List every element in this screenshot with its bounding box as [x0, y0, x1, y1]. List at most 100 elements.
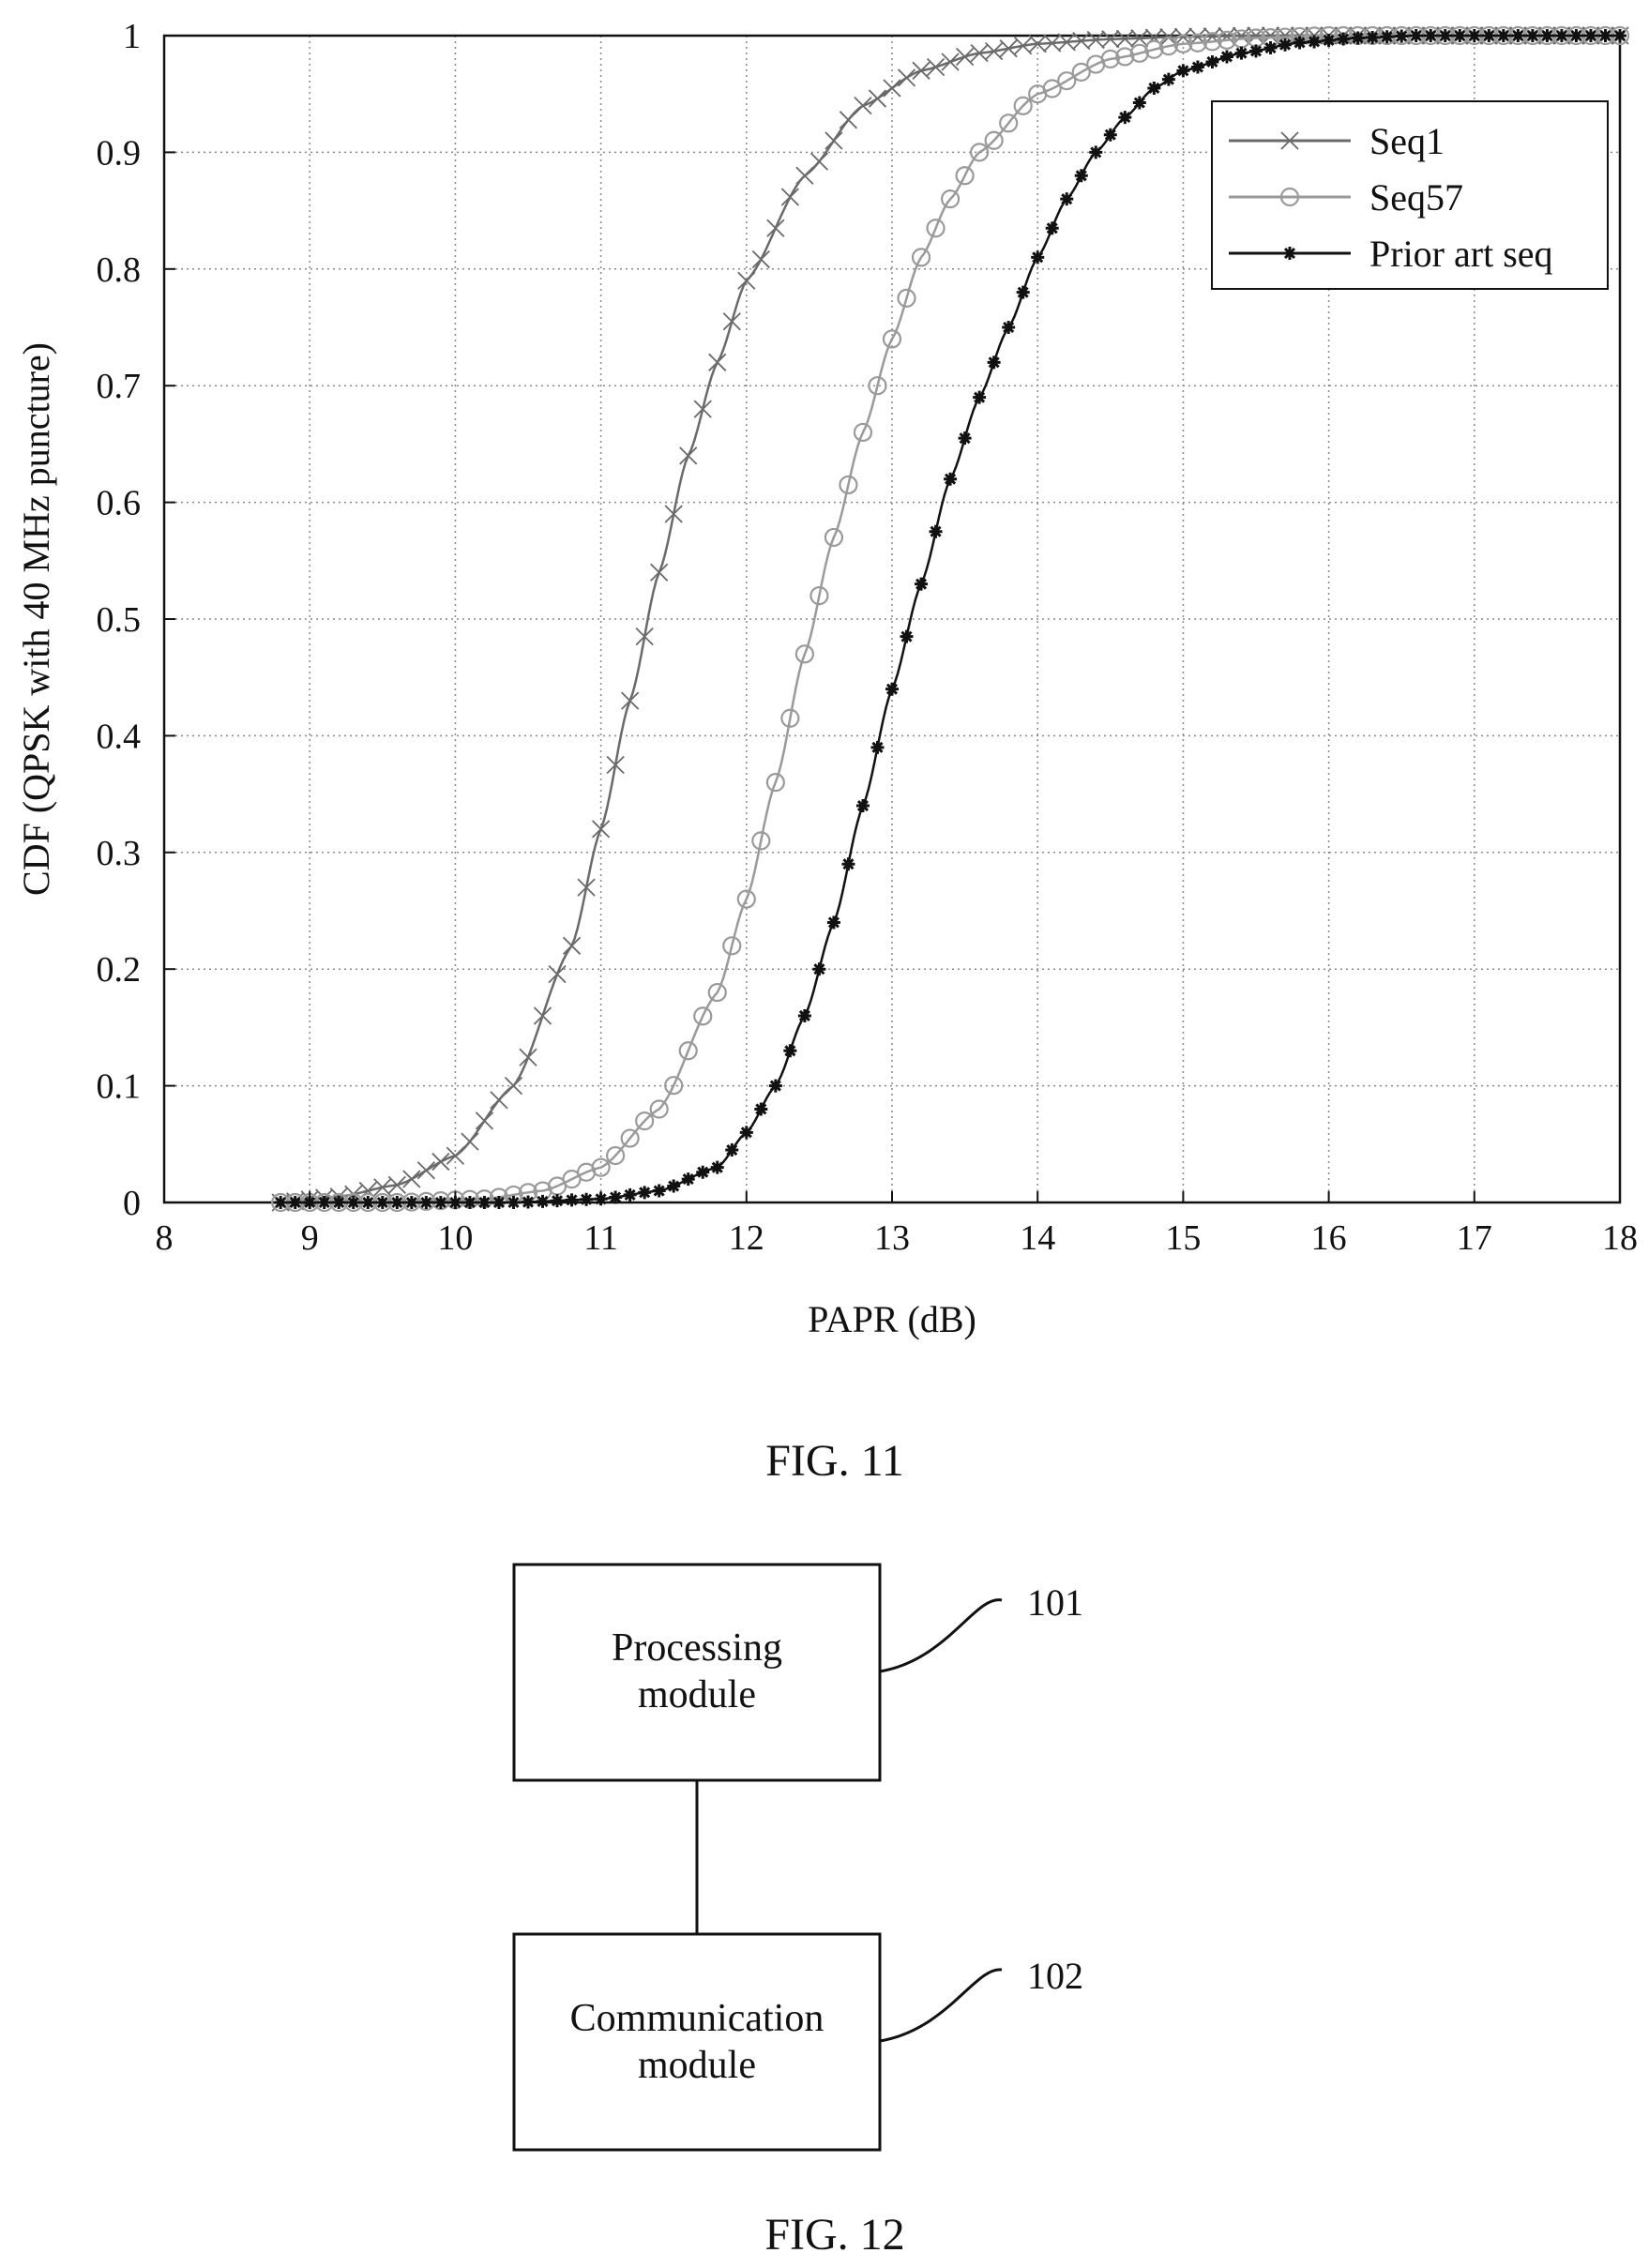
y-tick-label: 0.2 — [97, 950, 142, 990]
data-point — [620, 1128, 640, 1148]
communication-module-ref: 102 — [1027, 1955, 1083, 1997]
data-point — [1613, 29, 1626, 42]
data-point — [504, 1076, 523, 1096]
data-point — [1045, 221, 1059, 235]
data-point — [722, 312, 741, 331]
data-point — [1115, 29, 1134, 48]
data-point — [736, 889, 756, 909]
y-tick-label: 0.1 — [97, 1067, 142, 1107]
data-point — [1351, 31, 1365, 45]
data-point — [652, 1184, 666, 1198]
data-point — [1161, 72, 1175, 86]
x-tick-label: 17 — [1457, 1218, 1492, 1258]
data-point — [638, 1186, 652, 1200]
data-point — [1293, 36, 1307, 50]
legend-marker — [1279, 187, 1300, 207]
data-point — [681, 1172, 695, 1187]
x-tick-label: 13 — [874, 1218, 910, 1258]
data-point — [707, 982, 727, 1003]
data-point — [1057, 33, 1076, 52]
data-point — [664, 505, 683, 523]
data-point — [1598, 29, 1612, 42]
data-point — [955, 166, 975, 186]
data-point — [416, 1161, 435, 1180]
data-point — [973, 390, 987, 404]
processing-module-label-line2: module — [638, 1673, 756, 1716]
data-point — [551, 1194, 565, 1208]
data-point — [519, 1048, 537, 1066]
data-point — [664, 1076, 684, 1096]
y-tick-label: 0.4 — [97, 717, 142, 756]
data-point — [999, 113, 1019, 133]
x-tick-label: 12 — [729, 1218, 764, 1258]
data-point — [431, 1152, 450, 1172]
data-point — [999, 39, 1018, 58]
data-point — [768, 1079, 782, 1093]
data-point — [1014, 37, 1033, 55]
y-tick-label: 1 — [123, 17, 141, 56]
data-point — [839, 111, 858, 129]
data-point — [477, 1196, 492, 1209]
communication-module-label-line1: Communication — [570, 1997, 824, 2040]
data-point — [580, 1192, 594, 1206]
data-point — [1129, 43, 1149, 63]
data-point — [390, 1196, 404, 1209]
data-point — [854, 97, 872, 115]
data-point — [375, 1196, 389, 1209]
data-point — [812, 962, 826, 976]
data-point — [739, 1126, 753, 1140]
data-point — [926, 219, 946, 238]
data-point — [1173, 34, 1193, 53]
legend-marker — [1283, 247, 1296, 260]
data-point — [462, 1196, 477, 1209]
data-point — [1147, 81, 1161, 95]
data-point — [1467, 29, 1481, 42]
data-point — [1101, 30, 1120, 49]
data-point — [824, 527, 844, 548]
data-point — [649, 1099, 669, 1119]
data-point — [562, 936, 582, 955]
data-point — [870, 740, 885, 754]
data-point — [693, 1006, 713, 1026]
y-tick-label: 0.5 — [97, 600, 142, 640]
figure-12-caption: FIG. 12 — [764, 2210, 905, 2260]
data-point — [1249, 44, 1263, 58]
data-point — [1337, 32, 1351, 46]
data-point — [548, 965, 567, 984]
processing-module-leader-line — [879, 1598, 1003, 1673]
data-point — [565, 1193, 579, 1207]
data-point — [492, 1196, 506, 1209]
data-point — [635, 627, 654, 646]
processing-module-ref: 101 — [1027, 1581, 1083, 1624]
data-point — [431, 1191, 450, 1211]
data-point — [475, 1111, 494, 1130]
data-point — [794, 644, 814, 664]
data-point — [766, 219, 785, 237]
data-point — [926, 57, 946, 77]
x-tick-label: 18 — [1602, 1218, 1638, 1258]
data-point — [679, 446, 698, 465]
data-point — [955, 47, 975, 67]
data-point — [1366, 30, 1380, 44]
data-point — [1424, 29, 1438, 42]
data-point — [678, 1041, 698, 1061]
y-tick-label: 0.3 — [97, 834, 142, 873]
data-point — [1234, 46, 1248, 60]
data-point — [1031, 250, 1045, 265]
data-point — [1453, 29, 1467, 42]
data-point — [387, 1175, 406, 1194]
series-layer — [271, 25, 1630, 1213]
data-point — [722, 936, 742, 956]
x-tick-label: 8 — [156, 1218, 174, 1258]
chart-legend: Seq1 Seq57 Prior art seq — [1211, 100, 1609, 290]
data-point — [1308, 35, 1322, 49]
data-point — [915, 577, 929, 591]
data-point — [1072, 31, 1091, 51]
legend-label: Seq57 — [1369, 176, 1463, 219]
legend-label: Prior art seq — [1369, 233, 1553, 275]
data-point — [1130, 29, 1149, 48]
data-point — [1438, 29, 1452, 42]
data-point — [1540, 29, 1554, 42]
data-point — [984, 130, 1004, 150]
data-point — [941, 53, 960, 71]
